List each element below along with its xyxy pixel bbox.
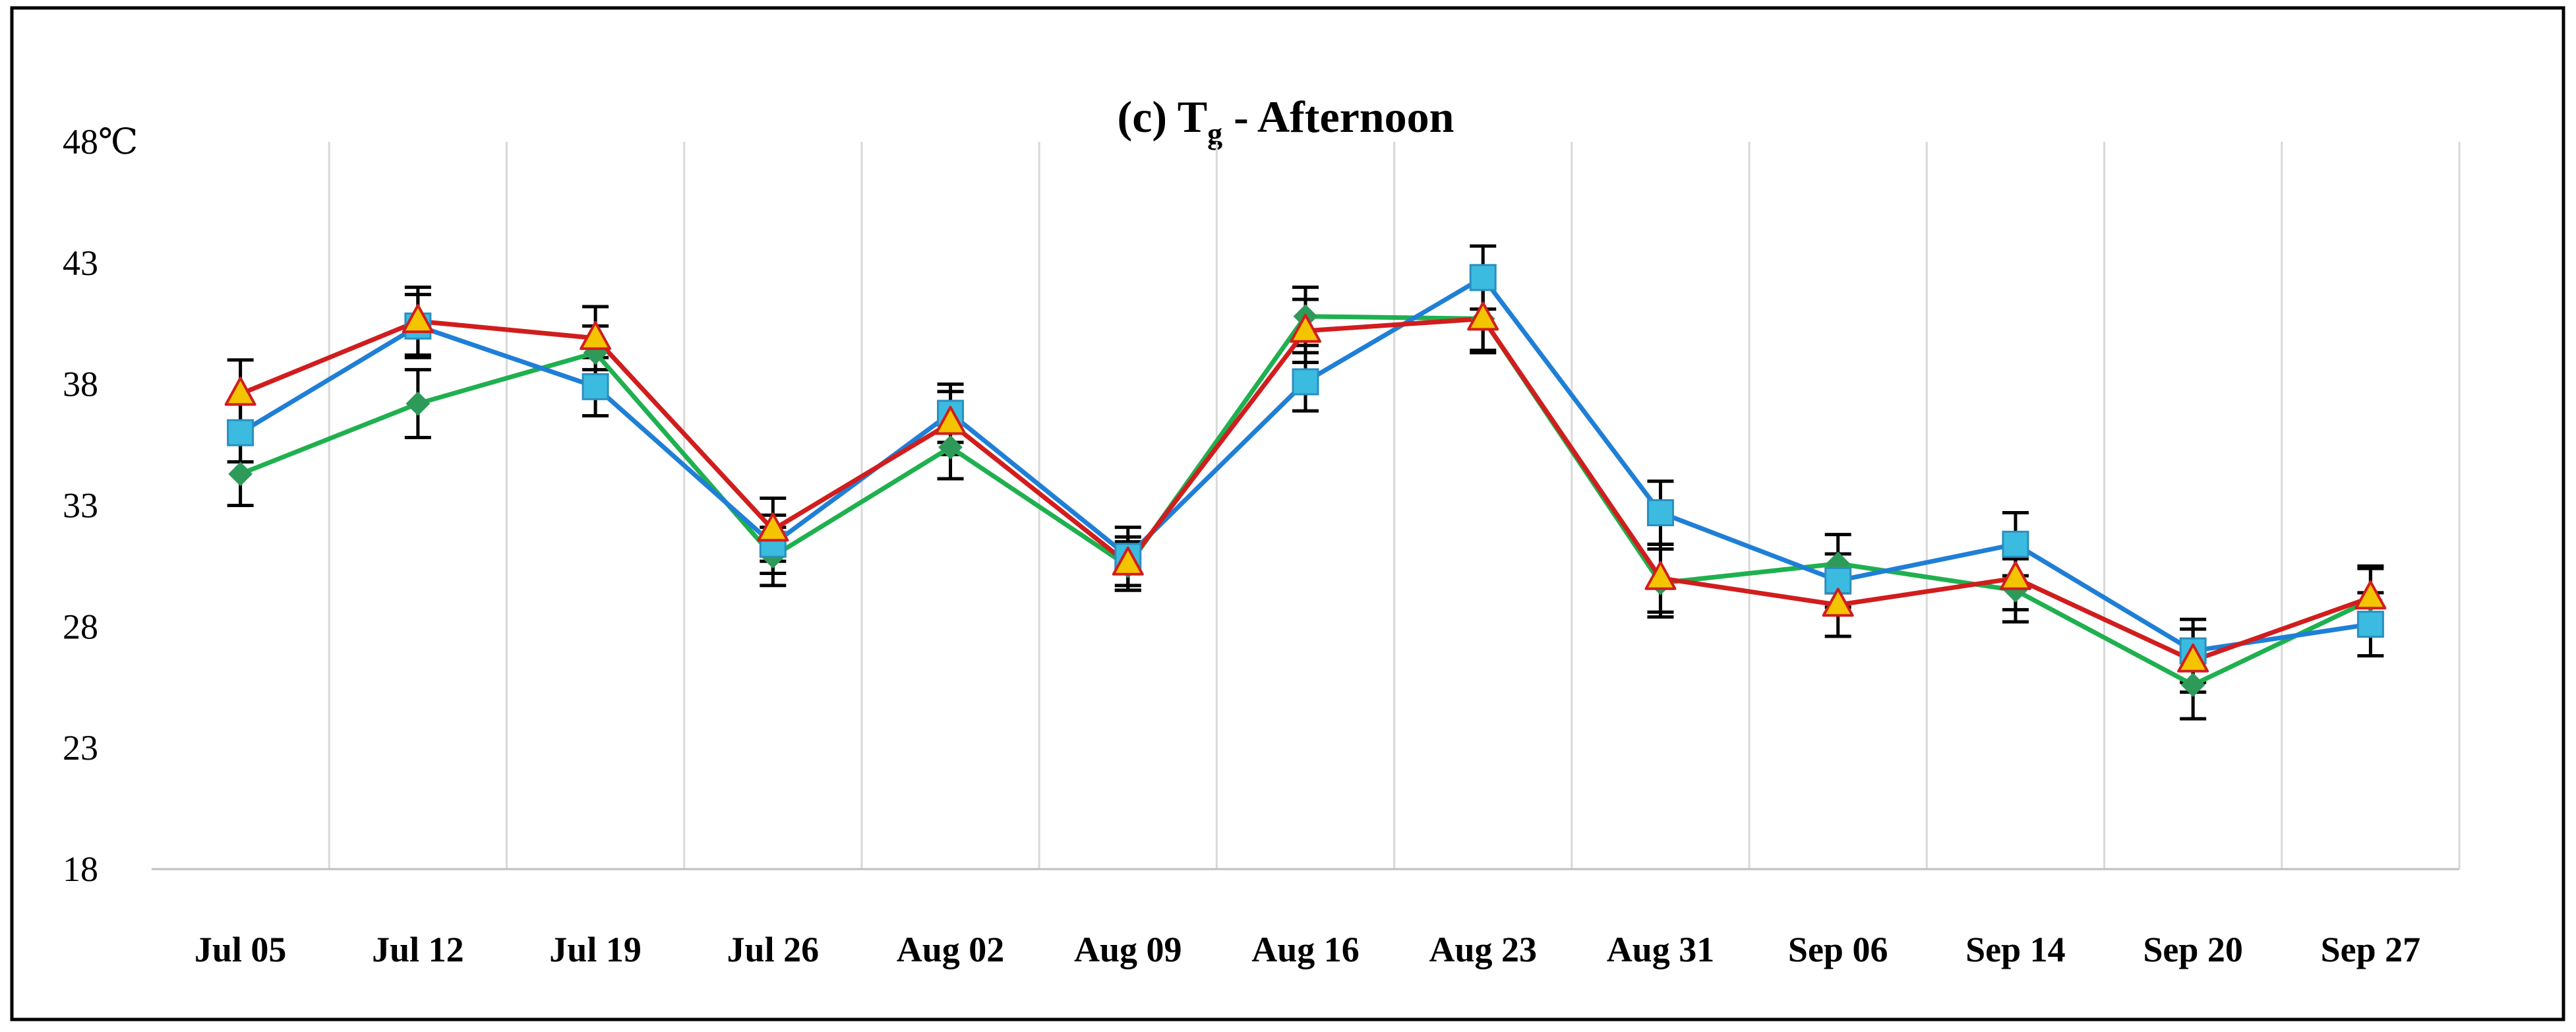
blue-series-point xyxy=(1292,368,1319,396)
red-series-point xyxy=(402,304,434,334)
x-tick-labels: Jul 05 Jul 12 Jul 19 Jul 26 Aug 02 Aug 09 Aug … xyxy=(195,930,2420,969)
y-tick-label: 33 xyxy=(63,486,98,526)
x-tick-label: Sep 20 xyxy=(2143,930,2243,969)
red-series-point xyxy=(934,406,967,435)
red-series-point xyxy=(1999,561,2031,590)
red-series-point xyxy=(2177,643,2209,673)
red-series-point xyxy=(580,320,612,350)
x-tick-label: Sep 06 xyxy=(1788,930,1888,969)
green-series-point xyxy=(938,435,963,460)
x-tick-label: Jul 12 xyxy=(372,930,464,969)
red-series-point xyxy=(1822,588,1854,617)
y-tick-labels: 18 23 28 33 38 43 48℃ xyxy=(63,122,138,889)
blue-series-point xyxy=(1646,499,1674,527)
red-series-point xyxy=(1290,313,1321,343)
x-tick-label: Aug 02 xyxy=(897,930,1005,969)
green-series-point xyxy=(2180,673,2205,697)
red-series-point xyxy=(1112,546,1144,576)
x-tick-label: Aug 16 xyxy=(1251,930,1360,969)
chart-title-suffix: - Afternoon xyxy=(1222,92,1454,142)
green-series-point xyxy=(228,462,253,487)
y-tick-label: 18 xyxy=(63,849,98,889)
red-series-point xyxy=(1644,561,1677,590)
red-series-point xyxy=(757,512,789,542)
y-tick-label: 43 xyxy=(63,243,98,283)
red-series-point xyxy=(224,377,256,406)
markers-layer xyxy=(224,264,2387,697)
x-tick-label: Sep 27 xyxy=(2321,930,2421,969)
chart-title-prefix: (c) T xyxy=(1118,92,1208,142)
y-tick-label: 23 xyxy=(63,728,98,768)
x-tick-label: Jul 26 xyxy=(727,930,820,969)
chart-title: (c) Tg - Afternoon xyxy=(1118,92,1454,150)
x-tick-label: Sep 14 xyxy=(1965,930,2066,969)
blue-series-point xyxy=(2002,530,2029,558)
y-tick-label: 38 xyxy=(63,365,98,404)
chart-outer-frame xyxy=(10,6,2565,1021)
x-tick-label: Aug 23 xyxy=(1429,930,1537,969)
y-tick-label: 28 xyxy=(63,607,98,646)
x-tick-label: Aug 31 xyxy=(1607,930,1715,969)
series-layer xyxy=(224,244,2387,721)
red-series-point xyxy=(2354,580,2387,610)
x-tick-label: Jul 05 xyxy=(195,930,287,969)
x-tick-label: Jul 19 xyxy=(549,930,642,969)
blue-series-point xyxy=(2356,611,2384,638)
x-tick-label: Aug 09 xyxy=(1074,930,1182,969)
green-series-point xyxy=(405,391,431,416)
blue-series-point xyxy=(227,419,255,446)
red-series-point xyxy=(1467,301,1499,331)
chart-title-subscript: g xyxy=(1207,117,1222,150)
blue-series-point xyxy=(1469,264,1497,291)
y-tick-label: 48℃ xyxy=(63,122,138,162)
blue-series-point xyxy=(582,373,609,400)
